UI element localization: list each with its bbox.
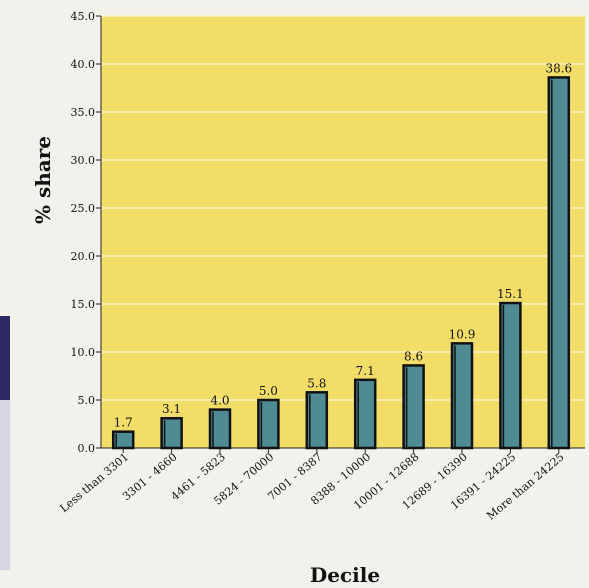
data-label: 3.1	[162, 402, 181, 416]
bar	[160, 416, 183, 450]
y-tick-label: 10.0	[71, 346, 96, 359]
data-label: 10.9	[449, 327, 476, 341]
y-tick-label: 5.0	[78, 394, 96, 407]
data-label: 1.7	[114, 416, 133, 430]
data-label: 5.8	[307, 376, 326, 390]
x-axis-label: Decile	[310, 563, 380, 587]
y-axis-label: % share	[31, 136, 55, 224]
side-panel-light	[0, 400, 10, 570]
y-tick-label: 25.0	[71, 202, 96, 215]
y-tick-label: 45.0	[71, 10, 96, 23]
y-tick-label: 20.0	[71, 250, 96, 263]
data-label: 4.0	[210, 394, 229, 408]
bar	[305, 391, 329, 450]
y-tick-label: 0.0	[78, 442, 96, 455]
bar	[547, 76, 571, 450]
bar	[353, 378, 377, 450]
data-label: 15.1	[497, 287, 524, 301]
bar	[257, 398, 280, 450]
bar	[499, 301, 522, 450]
data-label: 5.0	[259, 384, 278, 398]
side-panel-dark	[0, 316, 10, 400]
data-labels: 1.7 3.1 4.0 5.0 5.8 7.1 8.6 10.9 15.1 38.6	[114, 61, 573, 429]
y-tick-label: 30.0	[71, 154, 96, 167]
y-tick-label: 15.0	[71, 298, 96, 311]
bar	[208, 408, 232, 450]
data-label: 38.6	[545, 61, 572, 75]
bar	[402, 364, 425, 450]
x-tick-label: Less than 3301	[57, 450, 131, 515]
y-tick-label: 35.0	[71, 106, 96, 119]
bar	[111, 430, 135, 450]
data-label: 8.6	[404, 349, 423, 363]
y-tick-label: 40.0	[71, 58, 96, 71]
bar	[450, 342, 474, 450]
bars	[111, 76, 571, 450]
data-label: 7.1	[356, 364, 375, 378]
